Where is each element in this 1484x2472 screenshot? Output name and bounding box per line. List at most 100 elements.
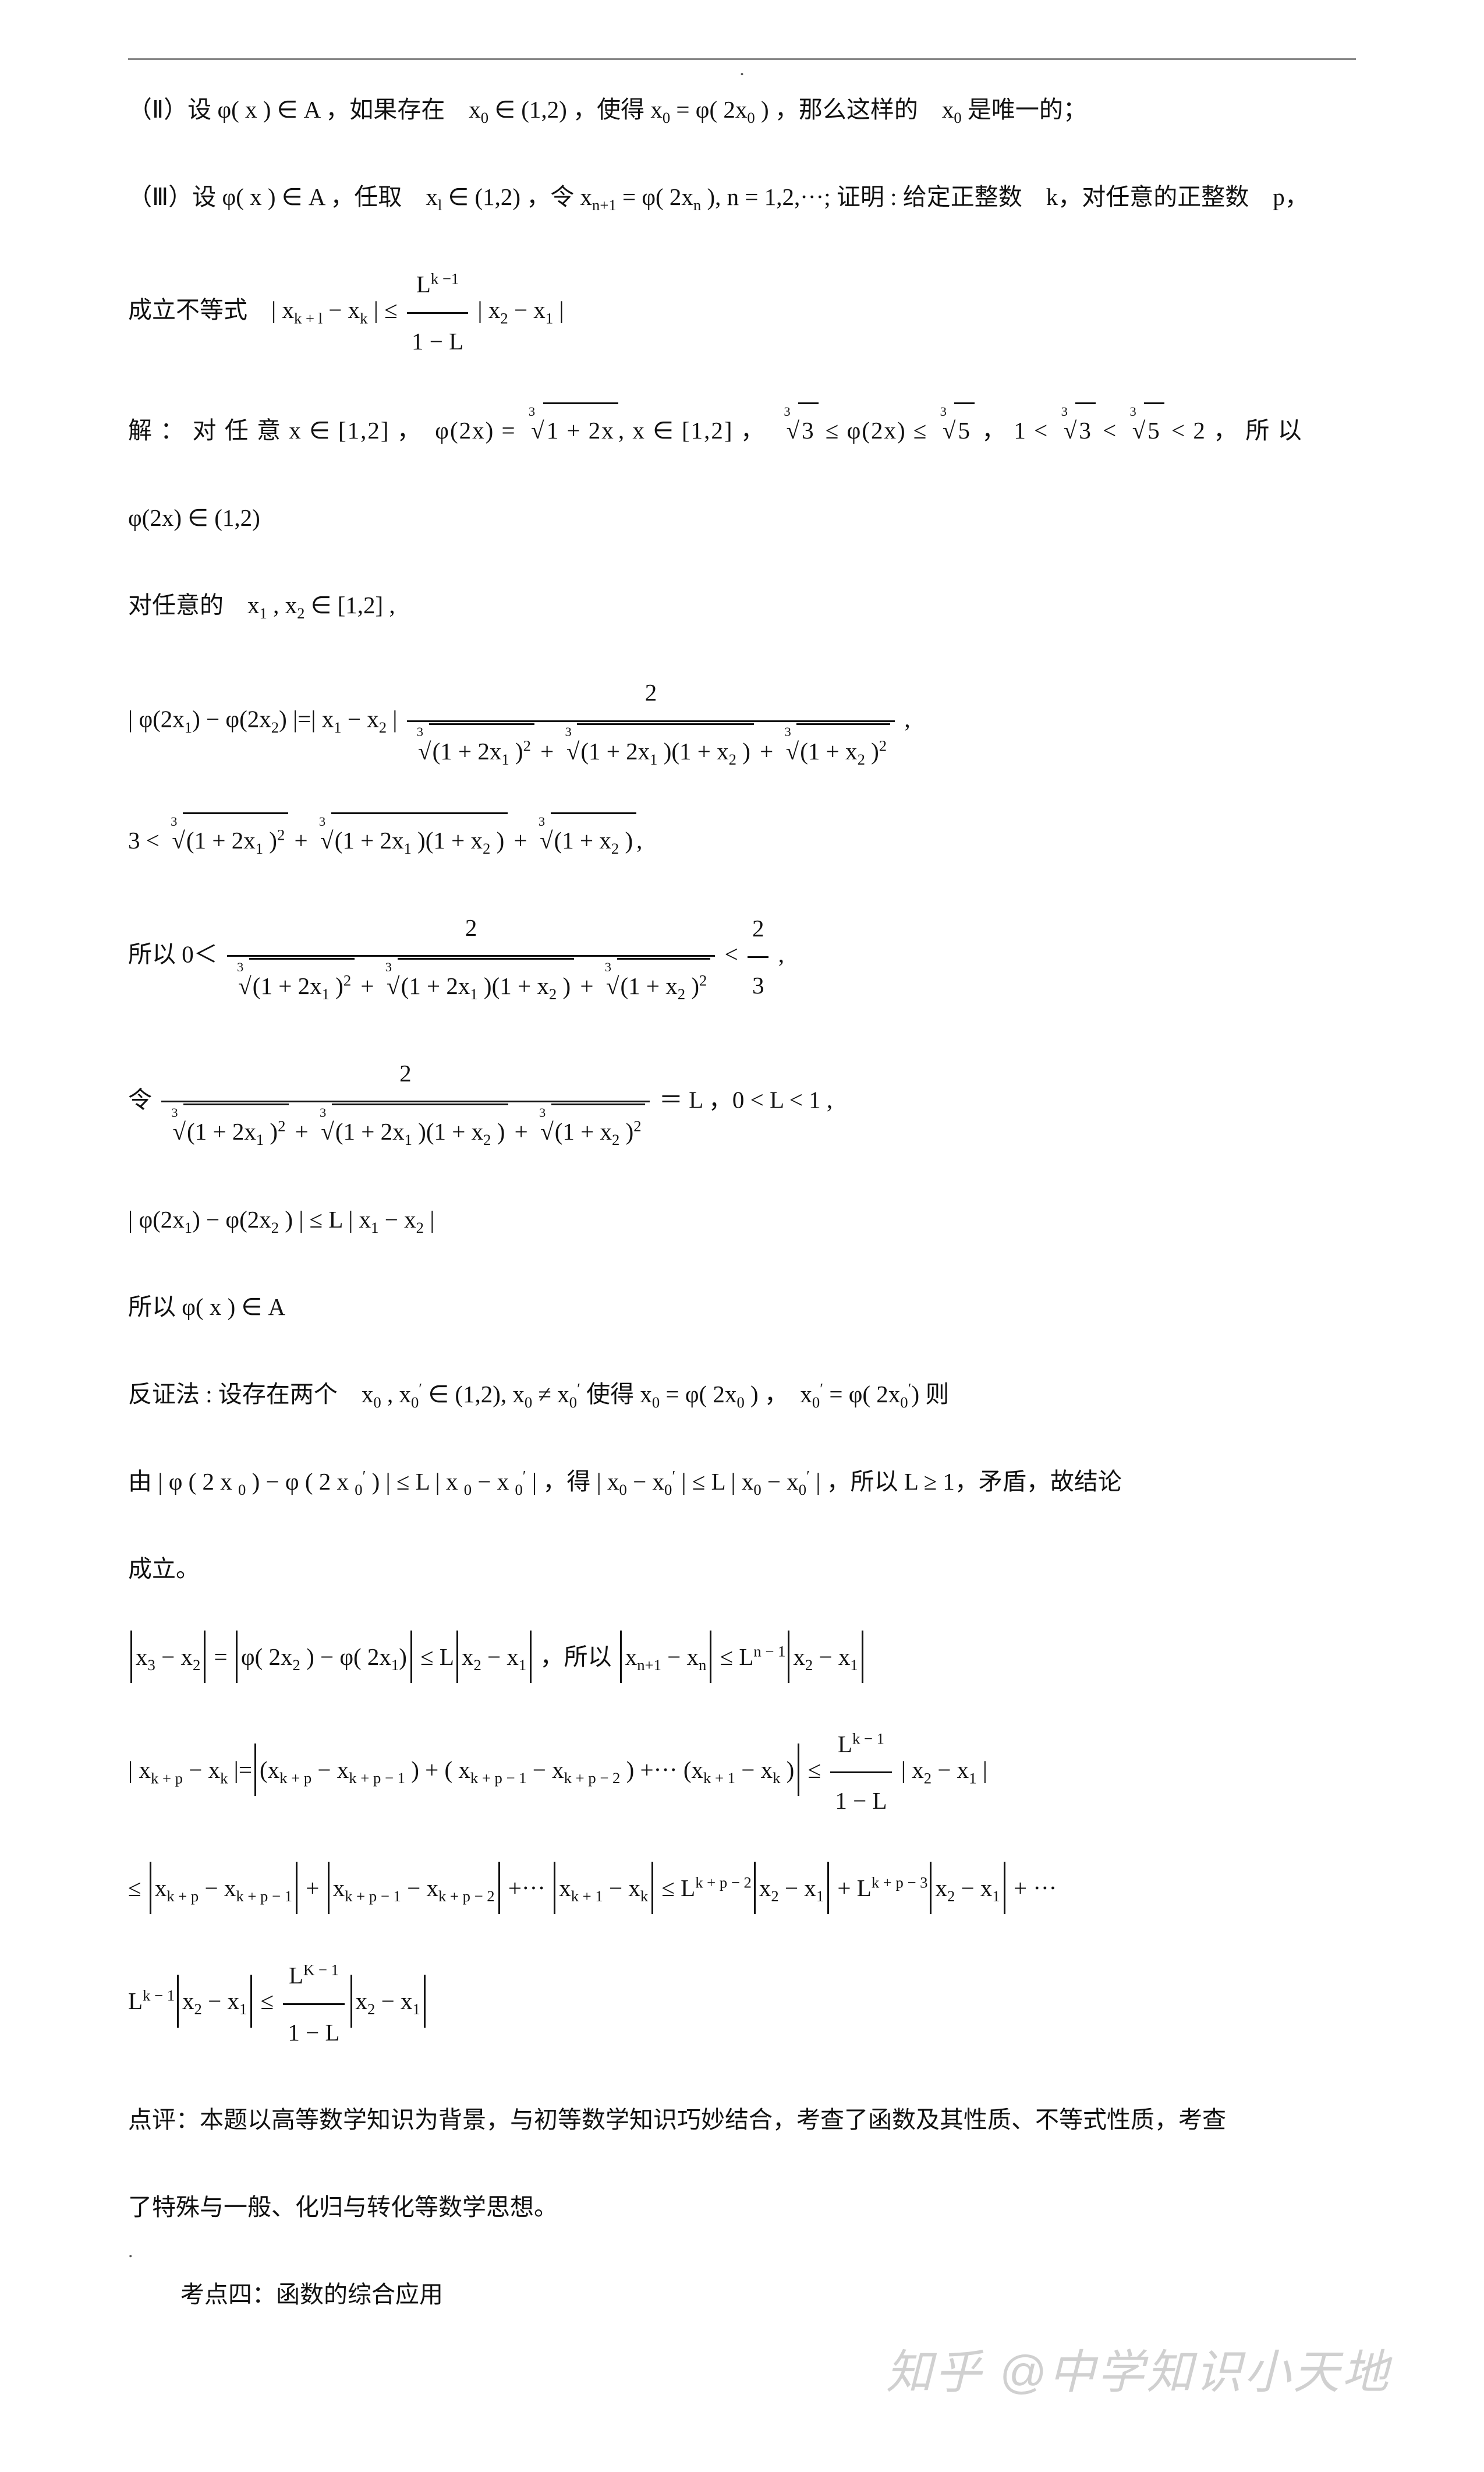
sub: 3 [148, 1656, 155, 1674]
phi: φ [139, 706, 153, 733]
radicand: (1 + 2x1 )2 [429, 723, 534, 777]
line-by: 由 | φ ( 2 x 0 ) − φ ( 2 x 0′ ) | ≤ L | x… [128, 1455, 1356, 1508]
abs: x2 − x1 [456, 1631, 532, 1683]
radicand: (1 + 2x1 )(1 + x2 ) [577, 723, 754, 777]
t: ，所以 [534, 1643, 618, 1670]
t: | ≤ [368, 296, 403, 323]
abs: xk + p − xk + p − 1 [150, 1862, 297, 1914]
cube-index: 3 [785, 724, 791, 739]
phi: φ [225, 706, 239, 733]
t: ≤ L [714, 1643, 753, 1670]
t: ≤ [819, 417, 847, 444]
t: ) | ≤ L | x [279, 1206, 371, 1233]
sub: 0 [736, 1394, 744, 1411]
t: |= [228, 1756, 252, 1783]
t: (1 + 2x [433, 738, 502, 765]
sub: 0 [373, 1394, 381, 1411]
t: 3 < [128, 827, 165, 854]
cube-index: 3 [539, 814, 545, 829]
t: | [128, 706, 139, 733]
t: ) [399, 1643, 407, 1670]
t: ∈ (1,2) ，令 x [442, 183, 592, 210]
fraction: 23√(1 + 2x1 )2 + 3√(1 + 2x1 )(1 + x2 ) +… [161, 1047, 649, 1158]
t: , [898, 706, 911, 733]
t: | ≤ L | x [675, 1468, 753, 1495]
abs: xk + p − 1 − xk + p − 2 [328, 1862, 500, 1914]
t: 成立。 [128, 1555, 200, 1582]
t: ) [780, 1756, 794, 1783]
t: ≤ [254, 1987, 279, 2014]
t: = [660, 1381, 685, 1407]
sub: 2 [483, 840, 490, 857]
sub: k [360, 310, 367, 327]
fraction: Lk −11 − L [407, 258, 468, 367]
sup: 2 [699, 971, 707, 989]
t: + [754, 738, 780, 765]
cube-index: 3 [417, 724, 423, 739]
t: 1 − L [407, 312, 468, 367]
denominator: 3√(1 + 2x1 )2 + 3√(1 + 2x1 )(1 + x2 ) + … [227, 955, 715, 1012]
fraction: LK − 11 − L [283, 1949, 344, 2058]
sub: 2 [729, 751, 736, 768]
t: | [424, 1206, 434, 1233]
t: 所以 [128, 1293, 182, 1320]
t: ) [557, 972, 571, 999]
sub: k + p − 1 [345, 1887, 401, 1905]
line-iii: （Ⅲ）设 φ( x ) ∈ A ，任取 xl ∈ (1,2) ，令 xn+1 =… [128, 171, 1356, 223]
t: (2x) ∈ (1,2) [142, 504, 260, 531]
radicand: (1 + x2 ) [551, 812, 637, 867]
t: − x [199, 1875, 236, 1901]
t: − x [627, 1468, 664, 1495]
t: ≤ L [415, 1643, 454, 1670]
sub: n+1 [637, 1656, 661, 1674]
t: ＝ L ，0 < L < 1 , [653, 1087, 833, 1113]
sub: 0 [619, 1481, 627, 1498]
sub: 1 [519, 1656, 526, 1674]
phi: φ [435, 417, 450, 444]
sub: 1 [546, 310, 553, 327]
t: + [508, 827, 533, 854]
t: = [823, 1381, 849, 1407]
cube-index: 3 [171, 814, 177, 829]
t: 使得 x [580, 1381, 652, 1407]
sub: k [220, 1769, 228, 1787]
t: + [355, 972, 380, 999]
t: ( 2x [862, 1381, 900, 1407]
t: (1 + 2x [401, 972, 470, 999]
cube-index: 3 [319, 814, 325, 829]
t: (1 + 2x [580, 738, 650, 765]
t: 由 | [128, 1468, 169, 1495]
t: ) |=| x [279, 706, 334, 733]
t: ， 1 < [975, 417, 1056, 444]
t: ) 则 [911, 1381, 949, 1407]
sub: 1 [501, 751, 509, 768]
sub: 1 [969, 1769, 976, 1787]
t: 是唯一的； [962, 96, 1087, 123]
sub: 1 [371, 1219, 378, 1236]
t: 成立不等式 | x [128, 296, 294, 323]
sup: k − 1 [143, 1987, 175, 2004]
t: ( 2x [353, 1643, 391, 1670]
sub: 2 [367, 2001, 375, 2018]
t: − x [779, 1875, 816, 1901]
t: (1 + 2x [253, 972, 322, 999]
sub: 2 [416, 1219, 424, 1236]
radicand: (1 + 2x1 )(1 + x2 ) [332, 1104, 509, 1158]
t: ) ， x [745, 1381, 812, 1407]
sub: 2 [271, 719, 279, 736]
t: − x [323, 296, 360, 323]
line-forall: 对任意的 x1 , x2 ∈ [1,2] , [128, 579, 1356, 631]
sub: 2 [194, 2001, 202, 2018]
line-solution-2: φ(2x) ∈ (1,2) [128, 491, 1356, 544]
cube-index: 3 [171, 1105, 178, 1120]
sub: 0 [747, 109, 755, 126]
radicand: 3 [798, 402, 819, 457]
t: − x [155, 1643, 193, 1670]
line-so-phi-A: 所以 φ( x ) ∈ A [128, 1281, 1356, 1333]
radicand: (1 + 2x1 )(1 + x2 ) [331, 812, 508, 867]
sub: k + p − 2 [564, 1769, 621, 1787]
t: , [772, 940, 784, 967]
cube-index: 3 [1130, 404, 1138, 419]
t: , x [381, 1381, 411, 1407]
t: − x [401, 1875, 438, 1901]
